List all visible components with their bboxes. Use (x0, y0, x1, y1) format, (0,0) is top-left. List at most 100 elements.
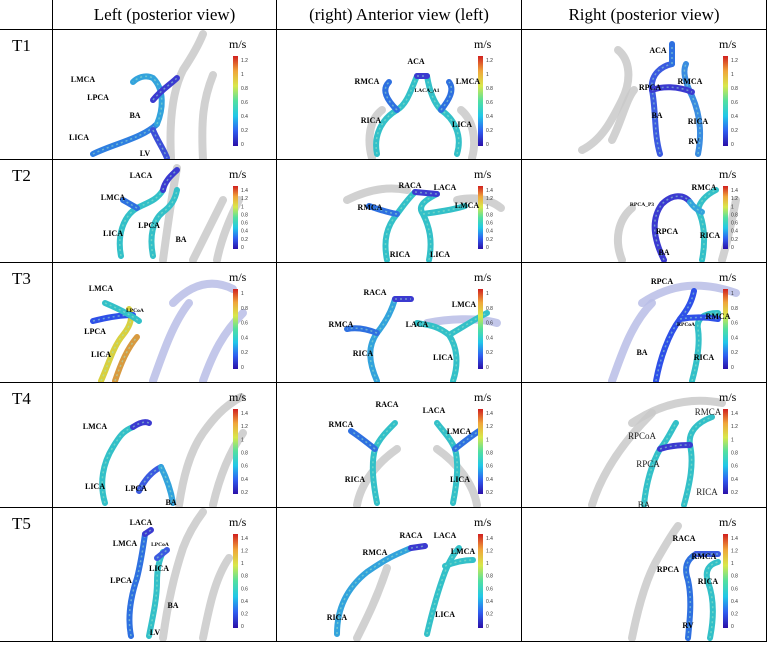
colorbar-tick: 0.4 (731, 477, 738, 483)
colorbar-tick: 0.8 (486, 574, 493, 580)
colorbar-tick: 1.2 (241, 549, 248, 555)
background-vessel (209, 429, 247, 507)
vessel-label: LICA (435, 610, 455, 619)
vessel-label: RACA (363, 288, 386, 297)
velocity-texture (150, 189, 178, 257)
colorbar-tick: 0.6 (241, 464, 248, 470)
vessel-label: RMCA (329, 420, 354, 429)
vessel-render: m/s 1.4 1.2 1 0.8 0.6 0.4 0.2 0 RACA LACA RMCA LMCA R… (327, 515, 493, 641)
panel-t5-col3: m/s 1.4 1.2 1 0.8 0.6 0.4 0.2 0 RACA RMCA RPCA RICA R… (522, 508, 767, 642)
colorbar-unit: m/s (229, 37, 247, 51)
colorbar-tick: 0.2 (731, 611, 738, 617)
colorbar-tick: 0.8 (731, 212, 738, 218)
colorbar-tick: 0 (731, 142, 734, 148)
velocity-vessel (348, 428, 378, 452)
velocity-texture (410, 545, 426, 549)
vessel-label: RV (682, 621, 693, 630)
velocity-vessel (689, 310, 721, 382)
velocity-vessel (452, 428, 482, 452)
velocity-vessel (683, 551, 699, 641)
colorbar-tick: 0.6 (731, 586, 738, 592)
colorbar-tick: 0 (486, 245, 489, 251)
header-corner (0, 0, 53, 30)
velocity-texture (448, 312, 488, 336)
colorbar-unit: m/s (719, 37, 737, 51)
colorbar-tick: 1.2 (241, 58, 248, 64)
velocity-vessel (126, 531, 148, 639)
colorbar-tick: 0.2 (486, 490, 493, 496)
velocity-vessel (158, 464, 176, 506)
colorbar-unit: m/s (474, 390, 492, 404)
vessel-label: RPCA (636, 459, 660, 469)
colorbar-tick: 1 (241, 204, 244, 210)
vessel-label: RMCA (363, 548, 388, 557)
colorbar-tick: 1.2 (486, 58, 493, 64)
colorbar-tick: 0 (486, 142, 489, 148)
vessel-label: RMCA (678, 77, 703, 86)
velocity-texture (384, 81, 398, 111)
vessel-label: LICA (149, 564, 169, 573)
vessel-label: RICA (390, 250, 411, 259)
velocity-texture (706, 561, 719, 639)
background-vessel (199, 554, 233, 641)
background-vessel (343, 184, 411, 204)
column-header-1: Left (posterior view) (53, 0, 277, 30)
background-vessel (189, 196, 227, 262)
vessel-label: LACA_A1 (414, 88, 439, 94)
velocity-vessel (677, 314, 721, 322)
panel-t1-col1: m/s 1.2 1 0.8 0.6 0.4 0.2 0 LMCA LPCA BA LICA LV (53, 30, 277, 160)
vessel-label: RPCA_P3 (630, 202, 654, 208)
colorbar-tick: 0.6 (731, 100, 738, 106)
colorbar (478, 409, 483, 494)
colorbar-tick: 0.4 (486, 114, 493, 120)
vessel-label: LMCA (452, 300, 477, 309)
vessel-render: m/s 1.4 1.2 1 0.8 0.6 0.4 0.2 RMCA RPCoA RPCA BA RIC… (588, 390, 738, 507)
colorbar-tick: 0 (241, 624, 244, 630)
vessel-render: m/s 1.4 1.2 1 0.8 0.6 0.4 0.2 0 LACA LMCA LICA LPCA B… (101, 164, 248, 262)
vessel-label: LICA (450, 475, 470, 484)
vessel-label: BA (165, 498, 176, 507)
vessel-label: RMCA (358, 203, 383, 212)
colorbar-tick: 0.4 (731, 335, 738, 341)
colorbar-tick: 1.2 (731, 58, 738, 64)
velocity-texture (422, 205, 466, 215)
velocity-texture (156, 549, 168, 559)
vessel-label: RPCA (656, 227, 678, 236)
colorbar-tick: 0 (731, 365, 734, 371)
colorbar-tick: 1 (731, 72, 734, 78)
colorbar-tick: 0.8 (241, 212, 248, 218)
colorbar-tick: 1.2 (241, 196, 248, 202)
colorbar-tick: 1 (486, 291, 489, 297)
vessel-render: m/s 1.4 1.2 1 0.8 0.6 0.4 0.2 LMCA LICA LPCA BA (83, 390, 248, 507)
colorbar-tick: 1 (241, 561, 244, 567)
vessel-label: RPCA (639, 83, 661, 92)
panel-t1-col2: m/s 1.2 1 0.8 0.6 0.4 0.2 0 ACA RMCA LMCA LACA_A1 RI… (277, 30, 522, 160)
velocity-texture (148, 551, 164, 637)
colorbar-tick: 0.2 (731, 237, 738, 243)
vessel-label: LMCA (71, 75, 96, 84)
colorbar-tick: 0.4 (241, 477, 248, 483)
colorbar-tick: 0.2 (241, 237, 248, 243)
colorbar-tick: 0.8 (241, 451, 248, 457)
colorbar-unit: m/s (719, 167, 737, 181)
vessel-label: LICA (433, 353, 453, 362)
row-label-t2: T2 (0, 160, 53, 263)
colorbar-unit: m/s (474, 515, 492, 529)
colorbar-tick: 1.2 (731, 424, 738, 430)
colorbar-unit: m/s (474, 37, 492, 51)
background-vessel (159, 164, 181, 262)
column-header-2: (right) Anterior view (left) (277, 0, 522, 30)
velocity-texture (689, 201, 703, 213)
vessel-render: m/s 1.2 1 0.8 0.6 0.4 0.2 0 ACA RPCA RMCA BA RICA RV (578, 37, 738, 157)
background-vessel (353, 564, 391, 641)
vessel-label: BA (636, 348, 647, 357)
vessel-label: LMCA (451, 547, 476, 556)
vessel-label: LICA (69, 133, 89, 142)
vessel-label: LPCoA (151, 542, 169, 548)
vessel-label: BA (658, 248, 669, 257)
colorbar-tick: 0.4 (486, 229, 493, 235)
vessel-label: RV (688, 137, 699, 146)
vessel-label: LMCA (455, 201, 480, 210)
background-vessel (457, 106, 479, 159)
background-vessel (159, 508, 207, 641)
